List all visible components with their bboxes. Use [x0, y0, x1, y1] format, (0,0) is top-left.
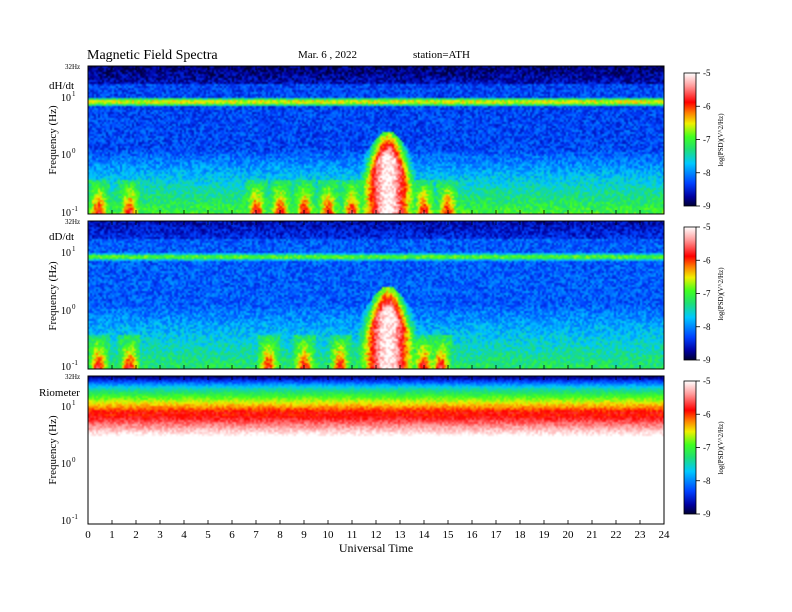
x-tick-label: 24: [659, 529, 671, 541]
station-label: station=ATH: [413, 49, 470, 61]
ytick-base-dddt-0: 10: [61, 306, 71, 317]
x-tick-label: 23: [635, 529, 647, 541]
panel-dhdt: dH/dt Frequency (Hz) 32Hz 10 1 10 0 10 -…: [47, 63, 725, 219]
ytick-exp-dddt-0: 0: [72, 303, 76, 311]
x-tick-label: 1: [109, 529, 115, 541]
x-tick-label: 17: [491, 529, 503, 541]
x-tick-label: 22: [611, 529, 622, 541]
colorbar-tick-label: -7: [703, 443, 711, 453]
ytick-exp-dddt-1: 1: [72, 245, 76, 253]
x-tick-label: 14: [419, 529, 431, 541]
colorbar-tick-label: -5: [703, 68, 711, 78]
x-tick-label: 19: [539, 529, 551, 541]
ytick-exp-riometer-0: 0: [72, 456, 76, 464]
x-tick-label: 0: [85, 529, 91, 541]
ytick-exp-riometer-m1: -1: [72, 513, 78, 521]
ytick-base-dhdt-m1: 10: [61, 208, 71, 219]
x-tick-label: 7: [253, 529, 259, 541]
x-axis-label: Universal Time: [339, 541, 413, 555]
x-tick-label: 18: [515, 529, 527, 541]
x-tick-label: 8: [277, 529, 283, 541]
colorbar-riometer: [683, 380, 697, 515]
colorbar-tick-label: -5: [703, 222, 711, 232]
x-tick-label: 6: [229, 529, 235, 541]
ytick-base-riometer-0: 10: [61, 459, 71, 470]
colorbar-tick-label: -6: [703, 409, 711, 419]
ytick-exp-dhdt-1: 1: [72, 90, 76, 98]
ylabel-dddt: Frequency (Hz): [47, 261, 59, 331]
colorbar-dhdt: [683, 72, 697, 207]
panel-riometer: Riometer Frequency (Hz) 32Hz 10 1 10 0 1…: [39, 373, 725, 527]
colorbar-tick-label: -5: [703, 376, 711, 386]
colorbar-label-dhdt: log(PSD)(V^2/Hz): [717, 113, 725, 167]
ytick-exp-dhdt-m1: -1: [72, 205, 78, 213]
ytick-exp-dhdt-0: 0: [72, 147, 76, 155]
colorbar-tick-label: -9: [703, 509, 711, 519]
x-tick-label: 16: [467, 529, 479, 541]
x-tick-label: 15: [443, 529, 455, 541]
x-tick-label: 21: [587, 529, 598, 541]
panel-label-riometer: Riometer: [39, 387, 80, 399]
panel-label-dhdt: dH/dt: [49, 80, 74, 92]
x-tick-label: 10: [323, 529, 335, 541]
spectrogram-dhdt: [88, 66, 664, 214]
colorbar-tick-label: -7: [703, 135, 711, 145]
date-label: Mar. 6 , 2022: [298, 49, 357, 61]
colorbar-tick-label: -6: [703, 101, 711, 111]
ytick-base-dddt-m1: 10: [61, 362, 71, 373]
colorbar-tick-label: -8: [703, 476, 711, 486]
x-tick-label: 11: [347, 529, 358, 541]
colorbar-tick-label: -9: [703, 355, 711, 365]
spectrogram-dddt: [88, 221, 664, 369]
ytick-exp-riometer-1: 1: [72, 399, 76, 407]
ylabel-riometer: Frequency (Hz): [47, 415, 59, 485]
colorbar-label-riometer: log(PSD)(V^2/Hz): [717, 421, 725, 475]
top-tick-dddt: 32Hz: [65, 218, 80, 226]
x-tick-label: 2: [133, 529, 139, 541]
colorbar-tick-label: -7: [703, 289, 711, 299]
colorbar-tick-label: -8: [703, 322, 711, 332]
ylabel-dhdt: Frequency (Hz): [47, 105, 59, 175]
panel-label-dddt: dD/dt: [49, 231, 74, 243]
x-tick-label: 3: [157, 529, 163, 541]
top-tick-dhdt: 32Hz: [65, 63, 80, 71]
x-tick-label: 13: [395, 529, 407, 541]
colorbar-tick-label: -9: [703, 201, 711, 211]
colorbar-dddt: [683, 226, 697, 361]
panel-dddt: dD/dt Frequency (Hz) 32Hz 10 1 10 0 10 -…: [47, 218, 725, 373]
x-tick-label: 4: [181, 529, 187, 541]
x-tick-label: 12: [371, 529, 382, 541]
ytick-base-riometer-1: 10: [61, 402, 71, 413]
x-tick-label: 9: [301, 529, 307, 541]
ytick-base-dddt-1: 10: [61, 248, 71, 259]
ytick-base-dhdt-1: 10: [61, 93, 71, 104]
x-tick-label: 5: [205, 529, 211, 541]
top-tick-riometer: 32Hz: [65, 373, 80, 381]
spectrogram-riometer: [88, 376, 664, 524]
ytick-base-dhdt-0: 10: [61, 150, 71, 161]
chart-title: Magnetic Field Spectra: [87, 48, 218, 63]
colorbar-tick-label: -6: [703, 255, 711, 265]
x-tick-label: 20: [563, 529, 575, 541]
ytick-exp-dddt-m1: -1: [72, 359, 78, 367]
colorbar-tick-label: -8: [703, 168, 711, 178]
ytick-base-riometer-m1: 10: [61, 516, 71, 527]
tick-layer: -5-6-7-8-9-5-6-7-8-9-5-6-7-8-90 1 2 3 4 5 6 7 8 9…: [85, 66, 711, 541]
colorbar-label-dddt: log(PSD)(V^2/Hz): [717, 267, 725, 321]
